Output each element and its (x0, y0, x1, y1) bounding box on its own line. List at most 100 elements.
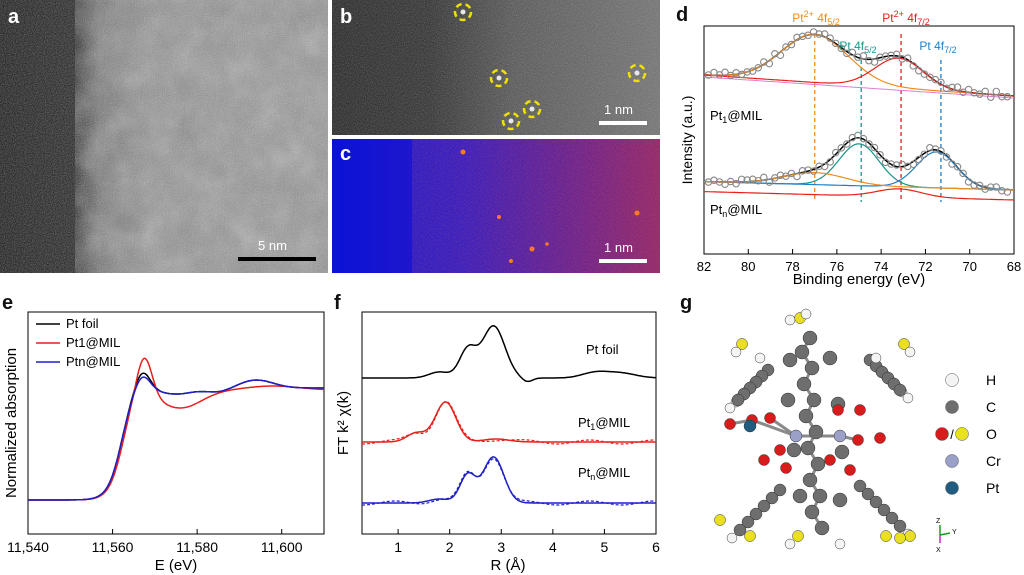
fit-line (362, 401, 656, 445)
x-tick-label: 11,560 (92, 539, 134, 555)
panel-e-chart: 11,540 11,560 11,580 11,600 Pt foil Pt1@MIL P… (3, 311, 325, 574)
atom (786, 442, 802, 458)
atom (784, 538, 796, 550)
atom (780, 462, 792, 474)
data-point (843, 140, 851, 148)
data-point (964, 178, 973, 186)
atom (726, 532, 738, 544)
panel-f-letter: f (334, 292, 341, 314)
data-point (876, 151, 884, 159)
data-point (942, 153, 951, 161)
pt-atom-marker (501, 111, 521, 131)
peak-annotation: Pt 4f5/2 (839, 39, 876, 55)
atom (736, 338, 748, 350)
data-point (732, 179, 740, 188)
series-line (28, 357, 325, 501)
data-point (826, 158, 834, 166)
x-tick-label: 3 (497, 539, 505, 555)
data-point (953, 83, 962, 91)
data-point (804, 31, 812, 40)
fit-line (362, 458, 656, 506)
data-point (909, 62, 918, 70)
series-label: Ptn@MIL (578, 465, 630, 482)
atom (758, 454, 770, 466)
legend-swatch (945, 373, 959, 387)
panel-a-letter: a (8, 6, 20, 28)
data-point (793, 33, 801, 42)
atom (741, 515, 755, 529)
peak-annotation: Pt2+ 4f5/2 (792, 9, 839, 27)
data-point (843, 49, 851, 58)
data-point (992, 87, 1001, 96)
atom (893, 383, 907, 397)
data-point (820, 30, 829, 38)
data-point (787, 169, 796, 178)
panel-g-letter: g (680, 292, 693, 314)
atom (764, 412, 776, 424)
data-point (915, 155, 923, 164)
x-tick-label: 6 (652, 539, 660, 555)
data-point (926, 143, 934, 152)
atom (800, 440, 816, 456)
data-point (854, 131, 862, 140)
series-line (28, 372, 324, 501)
pt-atom-marker (522, 99, 542, 119)
atom (812, 488, 828, 504)
data-point (737, 175, 746, 184)
panel-c-scale-bar (599, 259, 647, 263)
atom (800, 308, 812, 320)
data-point (881, 52, 890, 60)
data-point (748, 175, 757, 183)
x-tick-label: 11,600 (261, 539, 303, 555)
data-point (937, 147, 945, 155)
x-tick-label: 72 (918, 259, 932, 274)
atom (861, 487, 875, 501)
axes-indicator: Z Y X (936, 518, 957, 554)
atom (773, 483, 787, 497)
panel-e-ylabel: Normalized absorption (3, 348, 20, 498)
x-tick-label: 5 (601, 539, 609, 555)
legend-swatch (945, 454, 959, 468)
panel-g-structure: HC / O Cr Pt Z Y X (714, 308, 1001, 554)
atom (877, 503, 891, 517)
panel-c-letter: c (340, 143, 352, 165)
legend-label: C (986, 399, 996, 415)
legend-label: Pt (986, 480, 999, 496)
component-line (703, 57, 1015, 97)
atom (898, 338, 910, 350)
x-tick-label: 82 (697, 259, 711, 274)
data-point (765, 178, 774, 186)
data-point (915, 66, 923, 75)
atom (806, 392, 822, 408)
data-point (854, 53, 862, 61)
data-point (832, 39, 840, 48)
legend-swatch (945, 481, 959, 495)
data-point (1003, 92, 1012, 101)
atom (724, 402, 736, 414)
atom (796, 376, 812, 392)
panel-d-letter: d (676, 4, 689, 26)
x-tick-label: 4 (549, 539, 557, 555)
svg-text:Y: Y (952, 529, 957, 536)
data-point (981, 87, 989, 96)
data-point (848, 48, 857, 57)
legend-label: Pt foil (66, 316, 99, 331)
data-point (986, 93, 995, 101)
atom (744, 530, 756, 542)
data-point (771, 50, 779, 58)
atom (782, 352, 798, 368)
data-point (998, 186, 1006, 195)
pt-atom-markers (453, 2, 647, 131)
atom (792, 530, 804, 542)
pt-atom-marker (489, 68, 509, 88)
data-point (721, 68, 729, 76)
data-point (776, 51, 785, 59)
atom (814, 520, 830, 536)
data-point (859, 52, 868, 60)
atom (724, 418, 736, 430)
data-point (920, 70, 929, 78)
data-point (754, 176, 763, 185)
data-point (975, 181, 984, 190)
data-point (743, 176, 751, 184)
